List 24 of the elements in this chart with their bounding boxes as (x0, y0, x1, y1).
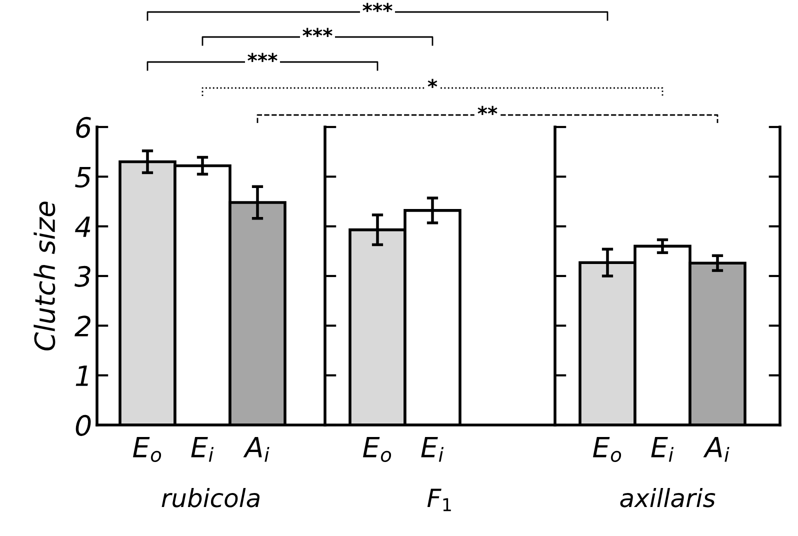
x-axis-title: F$_{1}$ (427, 488, 451, 512)
text: ** (478, 106, 498, 115)
text: * (428, 78, 438, 88)
text: *** (362, 2, 392, 12)
y-tick-label: 0 (76, 414, 91, 436)
y-tick-label: 4 (74, 216, 90, 237)
x-tick-label: A$_{i}$ (703, 436, 730, 462)
text: *** (248, 52, 278, 62)
x-tick-label: E$_{i}$ (421, 436, 444, 462)
x-tick-label: E$_{i}$ (651, 436, 674, 462)
y-tick-label: 5 (75, 166, 91, 188)
text: *** (302, 28, 332, 37)
x-axis-title: axillaris (620, 488, 716, 508)
y-axis-title: Clutch size (34, 202, 56, 350)
x-tick-label: A$_{i}$ (243, 436, 270, 462)
y-tick-label: 6 (76, 116, 91, 138)
y-tick-label: 3 (74, 266, 90, 287)
x-tick-label: E$_{o}$ (362, 436, 392, 462)
y-tick-label: 2 (74, 316, 90, 336)
x-tick-label: E$_{i}$ (191, 436, 214, 462)
x-tick-label: E$_{o}$ (132, 436, 162, 462)
x-tick-label: E$_{o}$ (592, 436, 622, 462)
y-tick-label: 1 (76, 366, 88, 386)
x-axis-title: rubicola (162, 488, 260, 508)
